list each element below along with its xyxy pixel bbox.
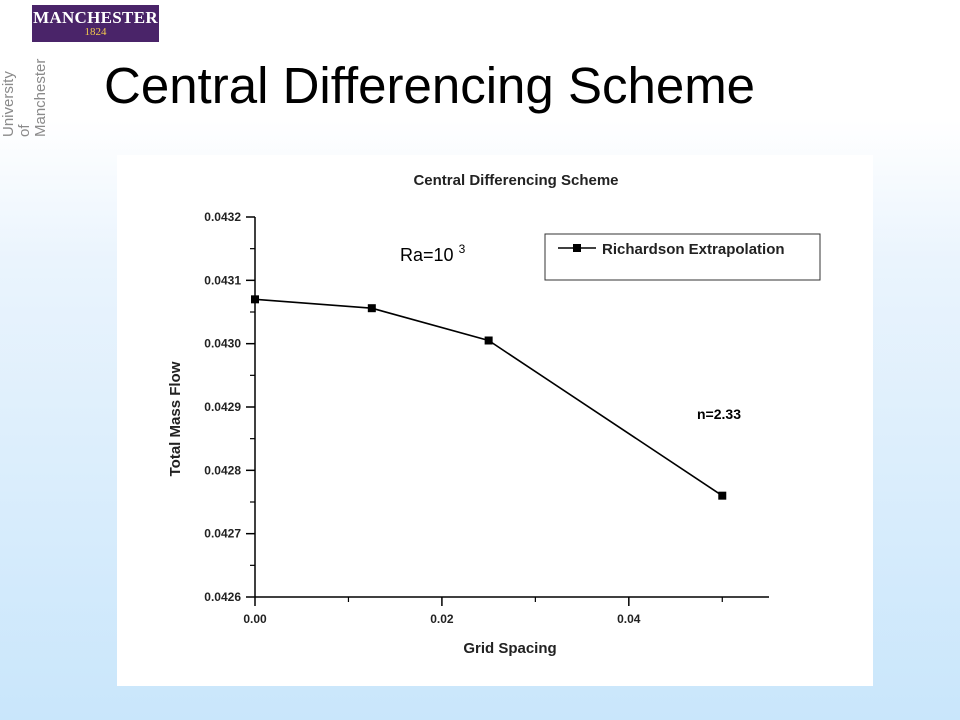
university-vertical-text: The University of Manchester <box>0 47 49 137</box>
series-group <box>251 295 727 500</box>
y-tick-label: 0.0432 <box>204 210 241 224</box>
logo-wordmark: MANCHESTER <box>33 8 158 27</box>
data-point <box>367 304 376 313</box>
y-axis-ticks: 0.0426 0.0427 0.0428 0.0429 0.0430 0.0431 0.04… <box>204 210 255 604</box>
x-tick-label: 0.00 <box>243 612 267 626</box>
x-axis-label: Grid Spacing <box>463 640 556 657</box>
annotation-ra: Ra=10 3 <box>400 242 466 265</box>
legend-label: Richardson Extrapolation <box>602 241 785 258</box>
y-tick-label: 0.0429 <box>204 400 241 414</box>
x-tick-label: 0.04 <box>617 612 641 626</box>
data-point <box>251 295 259 304</box>
chart-title: Central Differencing Scheme <box>413 172 618 189</box>
logo-year: 1824 <box>84 26 107 38</box>
y-tick-label: 0.0431 <box>204 273 241 287</box>
annotation-ra-main: Ra=10 <box>400 245 454 265</box>
annotation-ra-sup: 3 <box>459 242 466 256</box>
y-tick-label: 0.0427 <box>204 527 241 541</box>
x-axis-ticks: 0.00 0.02 0.04 <box>243 597 723 626</box>
university-line-1: The University <box>0 71 17 137</box>
university-line-2: of Manchester <box>16 58 49 137</box>
chart-panel: Central Differencing Scheme 0.0426 0.0427… <box>117 155 873 686</box>
x-tick-label: 0.02 <box>430 612 454 626</box>
data-point <box>718 491 727 500</box>
y-tick-label: 0.0428 <box>204 463 241 477</box>
series-line <box>254 298 723 497</box>
y-tick-label: 0.0426 <box>204 590 241 604</box>
legend: Richardson Extrapolation <box>544 233 821 281</box>
slide-title: Central Differencing Scheme <box>104 57 756 114</box>
data-point <box>484 336 493 345</box>
chart-svg: Central Differencing Scheme 0.0426 0.0427… <box>167 172 821 657</box>
y-axis-label: Total Mass Flow <box>167 361 184 476</box>
manchester-logo: MANCHESTER 1824 <box>32 5 159 42</box>
annotation-n: n=2.33 <box>697 406 741 422</box>
legend-box <box>544 233 821 281</box>
y-tick-label: 0.0430 <box>204 337 241 351</box>
legend-marker <box>573 244 581 252</box>
